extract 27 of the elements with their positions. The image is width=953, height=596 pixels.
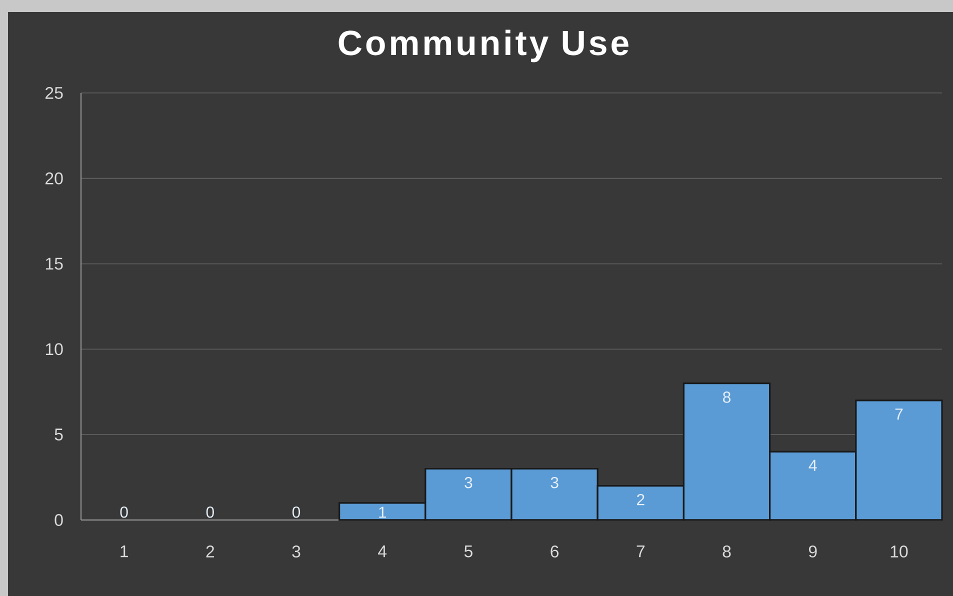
x-tick-label: 10 xyxy=(890,546,908,558)
y-tick-label: 5 xyxy=(54,428,63,440)
data-label: 3 xyxy=(550,476,558,488)
data-label: 1 xyxy=(379,506,386,518)
data-label: 8 xyxy=(723,392,730,403)
chart-title: Community Use xyxy=(338,30,628,62)
data-label: 0 xyxy=(206,506,214,518)
y-tick-label: 20 xyxy=(46,172,63,184)
x-tick-label: 2 xyxy=(206,546,214,558)
data-label: 2 xyxy=(637,494,644,506)
y-tick-label: 15 xyxy=(46,258,63,270)
y-tick-label: 0 xyxy=(54,514,63,526)
x-tick-label: 5 xyxy=(464,546,472,558)
data-label: 4 xyxy=(808,460,817,471)
y-tick-label: 10 xyxy=(46,343,63,356)
x-tick-label: 4 xyxy=(378,546,387,558)
x-tick-label: 6 xyxy=(550,546,559,558)
data-label: 7 xyxy=(895,408,903,420)
data-label: 0 xyxy=(120,506,128,518)
x-tick-label: 3 xyxy=(292,546,300,558)
x-tick-label: 9 xyxy=(808,546,817,558)
y-tick-label: 25 xyxy=(46,86,63,99)
x-tick-label: 1 xyxy=(120,546,128,558)
x-tick-label: 8 xyxy=(722,546,731,558)
x-tick-label: 7 xyxy=(636,546,645,558)
data-label: 3 xyxy=(464,476,472,488)
data-label: 0 xyxy=(292,506,300,518)
